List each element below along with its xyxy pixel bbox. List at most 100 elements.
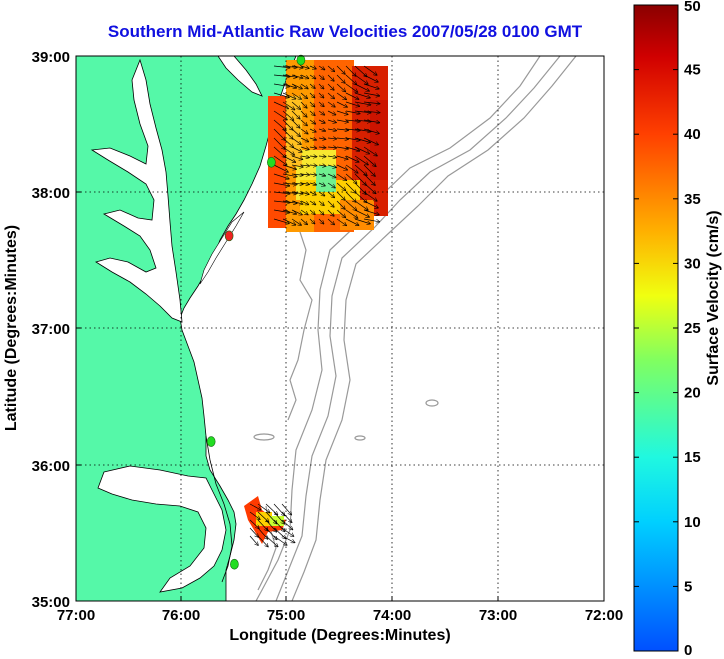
station-marker	[224, 230, 234, 242]
colorbar-tick-label: 10	[684, 514, 701, 531]
velocity-arrow	[336, 120, 348, 122]
chesapeake-bay	[90, 58, 183, 323]
velocity-arrow	[309, 174, 317, 175]
colorbar-tick-label: 35	[684, 191, 701, 208]
velocity-arrow	[363, 102, 380, 104]
velocity-arrow	[265, 519, 276, 532]
velocity-arrow	[318, 209, 324, 215]
velocity-arrow	[291, 110, 300, 119]
velocity-arrow	[300, 110, 307, 117]
velocity-arrow	[300, 165, 309, 166]
velocity-arrow	[363, 92, 379, 96]
velocity-arrow	[318, 83, 324, 89]
velocity-arrow	[273, 164, 288, 172]
y-tick-label: 38:00	[32, 185, 70, 202]
velocity-arrow	[345, 83, 358, 92]
velocity-arrow	[265, 511, 277, 524]
velocity-arrow	[291, 218, 301, 225]
colorbar-tick-label: 20	[684, 385, 701, 402]
velocity-arrow	[363, 83, 379, 89]
velocity-arrow	[363, 200, 378, 208]
colorbar-tick-label: 0	[684, 642, 692, 659]
velocity-arrow	[336, 173, 346, 180]
y-axis-label: Latitude (Degrees:Minutes)	[3, 225, 20, 431]
velocity-arrow	[363, 173, 375, 185]
velocity-arrow	[281, 503, 291, 515]
velocity-arrow	[291, 200, 303, 204]
velocity-arrow	[273, 209, 290, 213]
velocity-arrow	[318, 147, 326, 148]
velocity-arrow	[249, 535, 258, 545]
velocity-arrow	[291, 155, 303, 159]
velocity-arrow	[345, 65, 356, 76]
velocity-arrow	[363, 65, 377, 75]
velocity-arrow	[345, 218, 359, 225]
velocity-arrow	[273, 119, 286, 130]
velocity-arrow	[282, 128, 293, 139]
velocity-arrow	[300, 147, 309, 150]
velocity-arrow	[291, 119, 300, 128]
velocity-arrow	[336, 209, 345, 218]
station-marker	[230, 558, 239, 570]
velocity-arrow	[265, 503, 278, 515]
velocity-arrow	[273, 155, 287, 165]
velocity-arrow	[318, 165, 326, 166]
velocity-arrow	[345, 110, 360, 114]
velocity-arrow	[282, 75, 297, 77]
velocity-arrow	[327, 182, 335, 188]
velocity-arrow	[336, 182, 346, 190]
velocity-arrow	[318, 191, 325, 196]
velocity-arrow	[273, 511, 284, 524]
velocity-arrow	[327, 74, 334, 81]
velocity-arrow	[354, 155, 368, 165]
velocity-arrow	[282, 209, 296, 214]
velocity-arrow	[309, 92, 315, 98]
velocity-arrow	[336, 83, 345, 92]
velocity-arrow	[336, 191, 345, 200]
velocity-arrow	[273, 535, 287, 545]
map-title: Southern Mid-Atlantic Raw Velocities 200…	[107, 22, 583, 41]
colorbar-label: Surface Velocity (cm/s)	[705, 210, 722, 385]
velocity-arrow	[336, 164, 347, 170]
velocity-arrow	[345, 146, 360, 151]
velocity-arrow	[257, 503, 270, 513]
velocity-arrow	[282, 110, 294, 120]
velocity-arrow	[300, 200, 309, 205]
y-tick-label: 37:00	[32, 321, 70, 338]
velocity-arrow	[327, 120, 336, 123]
velocity-arrow	[291, 128, 300, 136]
velocity-arrow	[345, 209, 358, 218]
velocity-arrow	[257, 535, 268, 547]
velocity-arrow	[327, 218, 334, 225]
velocity-arrow	[318, 174, 325, 176]
velocity-arrow	[354, 218, 370, 224]
velocity-arrow	[282, 137, 293, 147]
velocity-arrow	[273, 110, 287, 120]
velocity-arrow	[300, 74, 309, 78]
velocity-arrow	[281, 527, 294, 536]
colorbar-tick-label: 45	[684, 62, 701, 79]
velocity-arrow	[300, 209, 308, 215]
velocity-arrow	[354, 83, 369, 91]
velocity-arrow	[273, 92, 289, 97]
velocity-arrow	[309, 66, 316, 69]
velocity-arrow	[309, 209, 315, 214]
velocity-arrow	[282, 155, 295, 162]
velocity-arrow	[345, 155, 359, 162]
velocity-arrow	[281, 519, 293, 530]
velocity-arrow	[354, 209, 369, 217]
velocity-arrow	[291, 146, 302, 152]
velocity-arrow	[345, 164, 358, 173]
velocity-arrow	[281, 535, 295, 543]
velocity-arrow	[282, 192, 297, 193]
velocity-arrow	[336, 101, 347, 107]
velocity-arrow	[345, 92, 359, 99]
velocity-arrow	[282, 146, 294, 155]
velocity-arrow	[327, 110, 336, 115]
velocity-arrow	[345, 120, 360, 122]
velocity-arrow	[327, 65, 334, 72]
x-axis-label: Longitude (Degrees:Minutes)	[229, 627, 450, 644]
velocity-arrow	[291, 165, 303, 167]
velocity-arrow	[327, 92, 334, 99]
